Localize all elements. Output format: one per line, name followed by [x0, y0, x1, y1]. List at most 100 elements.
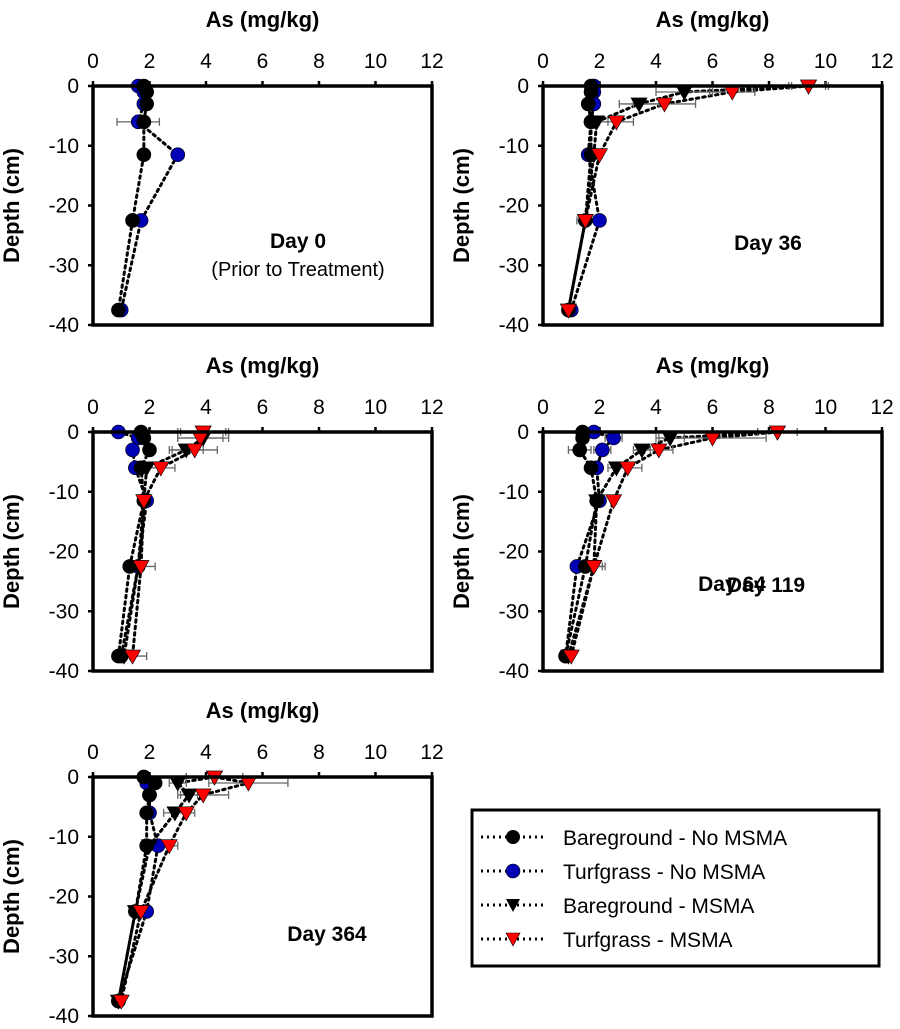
- plot-frame: [541, 430, 884, 673]
- data-point-triangle: [619, 461, 637, 477]
- y-tick-label: 0: [67, 75, 79, 98]
- plot-frame: [91, 84, 434, 327]
- panel-day-364: As (mg/kg) Depth (cm) 0 2 4 6 8 10 12 0 -10 -20 -30 -…: [0, 698, 444, 1028]
- y-tick-label: -10: [49, 826, 79, 849]
- data-point-triangle: [650, 443, 668, 459]
- x-tick-label: 12: [870, 50, 893, 73]
- data-point-triangle: [605, 494, 623, 510]
- data-point-triangle: [152, 461, 170, 477]
- plot-frame: [91, 775, 434, 1018]
- data-point-circle: [125, 213, 140, 228]
- x-tick-label: 10: [814, 50, 837, 73]
- y-tick-label: -10: [499, 135, 529, 158]
- data-point-circle: [592, 213, 607, 228]
- data-point-triangle: [655, 97, 673, 113]
- data-point-triangle: [140, 839, 159, 855]
- y-tick-label: -40: [499, 660, 529, 683]
- y-axis-title: Depth (cm): [449, 494, 474, 609]
- y-axis-title: Depth (cm): [0, 494, 24, 609]
- x-tick-label: 6: [257, 50, 269, 73]
- x-tick-label: 8: [313, 50, 325, 73]
- y-tick-label: 0: [517, 421, 529, 444]
- x-tick-label: 10: [364, 396, 387, 419]
- data-point-circle: [125, 442, 140, 458]
- x-axis-title: As (mg/kg): [656, 353, 770, 378]
- series-line: [116, 775, 216, 1003]
- x-tick-label: 12: [420, 741, 443, 764]
- data-point-triangle: [562, 649, 580, 665]
- y-axis-title: Depth (cm): [0, 839, 24, 954]
- x-tick-label: 4: [200, 50, 212, 73]
- data-point-triangle: [135, 494, 153, 510]
- data-point-triangle: [132, 560, 150, 576]
- x-axis-title: As (mg/kg): [206, 7, 320, 32]
- x-axis-title: As (mg/kg): [206, 353, 320, 378]
- x-tick-label: 8: [763, 50, 775, 73]
- panel-label: Day 36: [734, 232, 802, 255]
- data-point-circle: [580, 96, 596, 112]
- panel-day-64: As (mg/kg) Depth (cm) 0 2 4 6 8 10 12 0 -10 -20 -30 -…: [0, 353, 766, 683]
- x-tick-label: 2: [144, 741, 156, 764]
- data-point-triangle: [160, 839, 178, 855]
- panel-label: Day 0: [270, 230, 326, 253]
- x-tick-label: 0: [537, 396, 549, 419]
- data-point-triangle: [177, 806, 195, 822]
- x-tick-label: 8: [313, 396, 325, 419]
- data-point-circle: [595, 442, 610, 458]
- y-tick-label: 0: [67, 421, 79, 444]
- x-tick-label: 4: [650, 396, 662, 419]
- y-tick-label: -10: [49, 135, 79, 158]
- data-point-circle: [142, 787, 157, 803]
- data-point-circle: [170, 147, 186, 163]
- series-line: [566, 84, 811, 312]
- data-point-triangle: [124, 649, 142, 665]
- x-tick-label: 2: [144, 396, 156, 419]
- x-tick-label: 0: [87, 396, 99, 419]
- panel-day-119: As (mg/kg) Depth (cm) 0 2 4 6 8 10 12 0 -10 -20 -30 -…: [449, 353, 894, 683]
- plot-frame: [91, 430, 434, 673]
- y-tick-label: -40: [49, 660, 79, 683]
- x-tick-label: 12: [420, 50, 443, 73]
- x-tick-label: 0: [537, 50, 549, 73]
- data-point-triangle: [112, 994, 130, 1010]
- y-tick-label: -30: [49, 945, 79, 968]
- panel-label: Day 64: [698, 573, 766, 596]
- y-tick-label: -20: [499, 195, 529, 218]
- x-tick-label: 4: [200, 396, 212, 419]
- data-point-circle: [139, 805, 154, 821]
- x-tick-label: 2: [594, 396, 606, 419]
- data-point-triangle: [723, 85, 741, 101]
- y-tick-label: -20: [49, 886, 79, 909]
- panel-day-0: As (mg/kg) Depth (cm) 0 2 4 6 8 10 12 0 -10 -20 -30 -…: [0, 7, 444, 337]
- plot-frame: [541, 84, 884, 327]
- y-axis-title: Depth (cm): [0, 148, 24, 263]
- x-axis-title: As (mg/kg): [656, 7, 770, 32]
- y-tick-label: -20: [49, 195, 79, 218]
- x-tick-label: 10: [364, 741, 387, 764]
- y-tick-label: -40: [49, 314, 79, 337]
- data-point-triangle: [180, 788, 198, 804]
- y-tick-label: 0: [67, 766, 79, 789]
- data-point-triangle: [607, 115, 625, 131]
- x-tick-label: 4: [200, 741, 212, 764]
- panel-label: Day 119: [727, 574, 805, 597]
- data-point-triangle: [166, 806, 184, 822]
- data-point-circle: [583, 460, 599, 476]
- y-tick-label: -10: [49, 481, 79, 504]
- y-tick-label: 0: [517, 75, 529, 98]
- x-tick-label: 12: [420, 396, 443, 419]
- data-point-circle: [142, 442, 157, 458]
- data-point-triangle: [138, 461, 156, 477]
- data-point-circle: [136, 147, 152, 163]
- data-point-triangle: [633, 443, 651, 459]
- data-point-circle: [572, 442, 588, 458]
- y-axis-title: Depth (cm): [449, 148, 474, 263]
- y-tick-label: -20: [499, 541, 529, 564]
- x-tick-label: 0: [87, 741, 99, 764]
- y-tick-label: -10: [499, 481, 529, 504]
- data-point-triangle: [585, 560, 603, 576]
- y-tick-label: -40: [49, 1005, 79, 1028]
- x-tick-label: 12: [870, 396, 893, 419]
- x-tick-label: 8: [763, 396, 775, 419]
